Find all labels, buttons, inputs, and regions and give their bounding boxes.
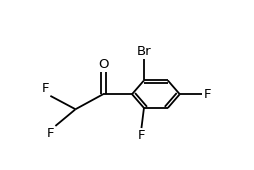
Text: Br: Br xyxy=(137,45,151,58)
Text: F: F xyxy=(138,129,145,142)
Text: O: O xyxy=(98,58,108,71)
Text: F: F xyxy=(47,127,54,140)
Text: F: F xyxy=(42,82,49,95)
Text: F: F xyxy=(204,88,211,101)
